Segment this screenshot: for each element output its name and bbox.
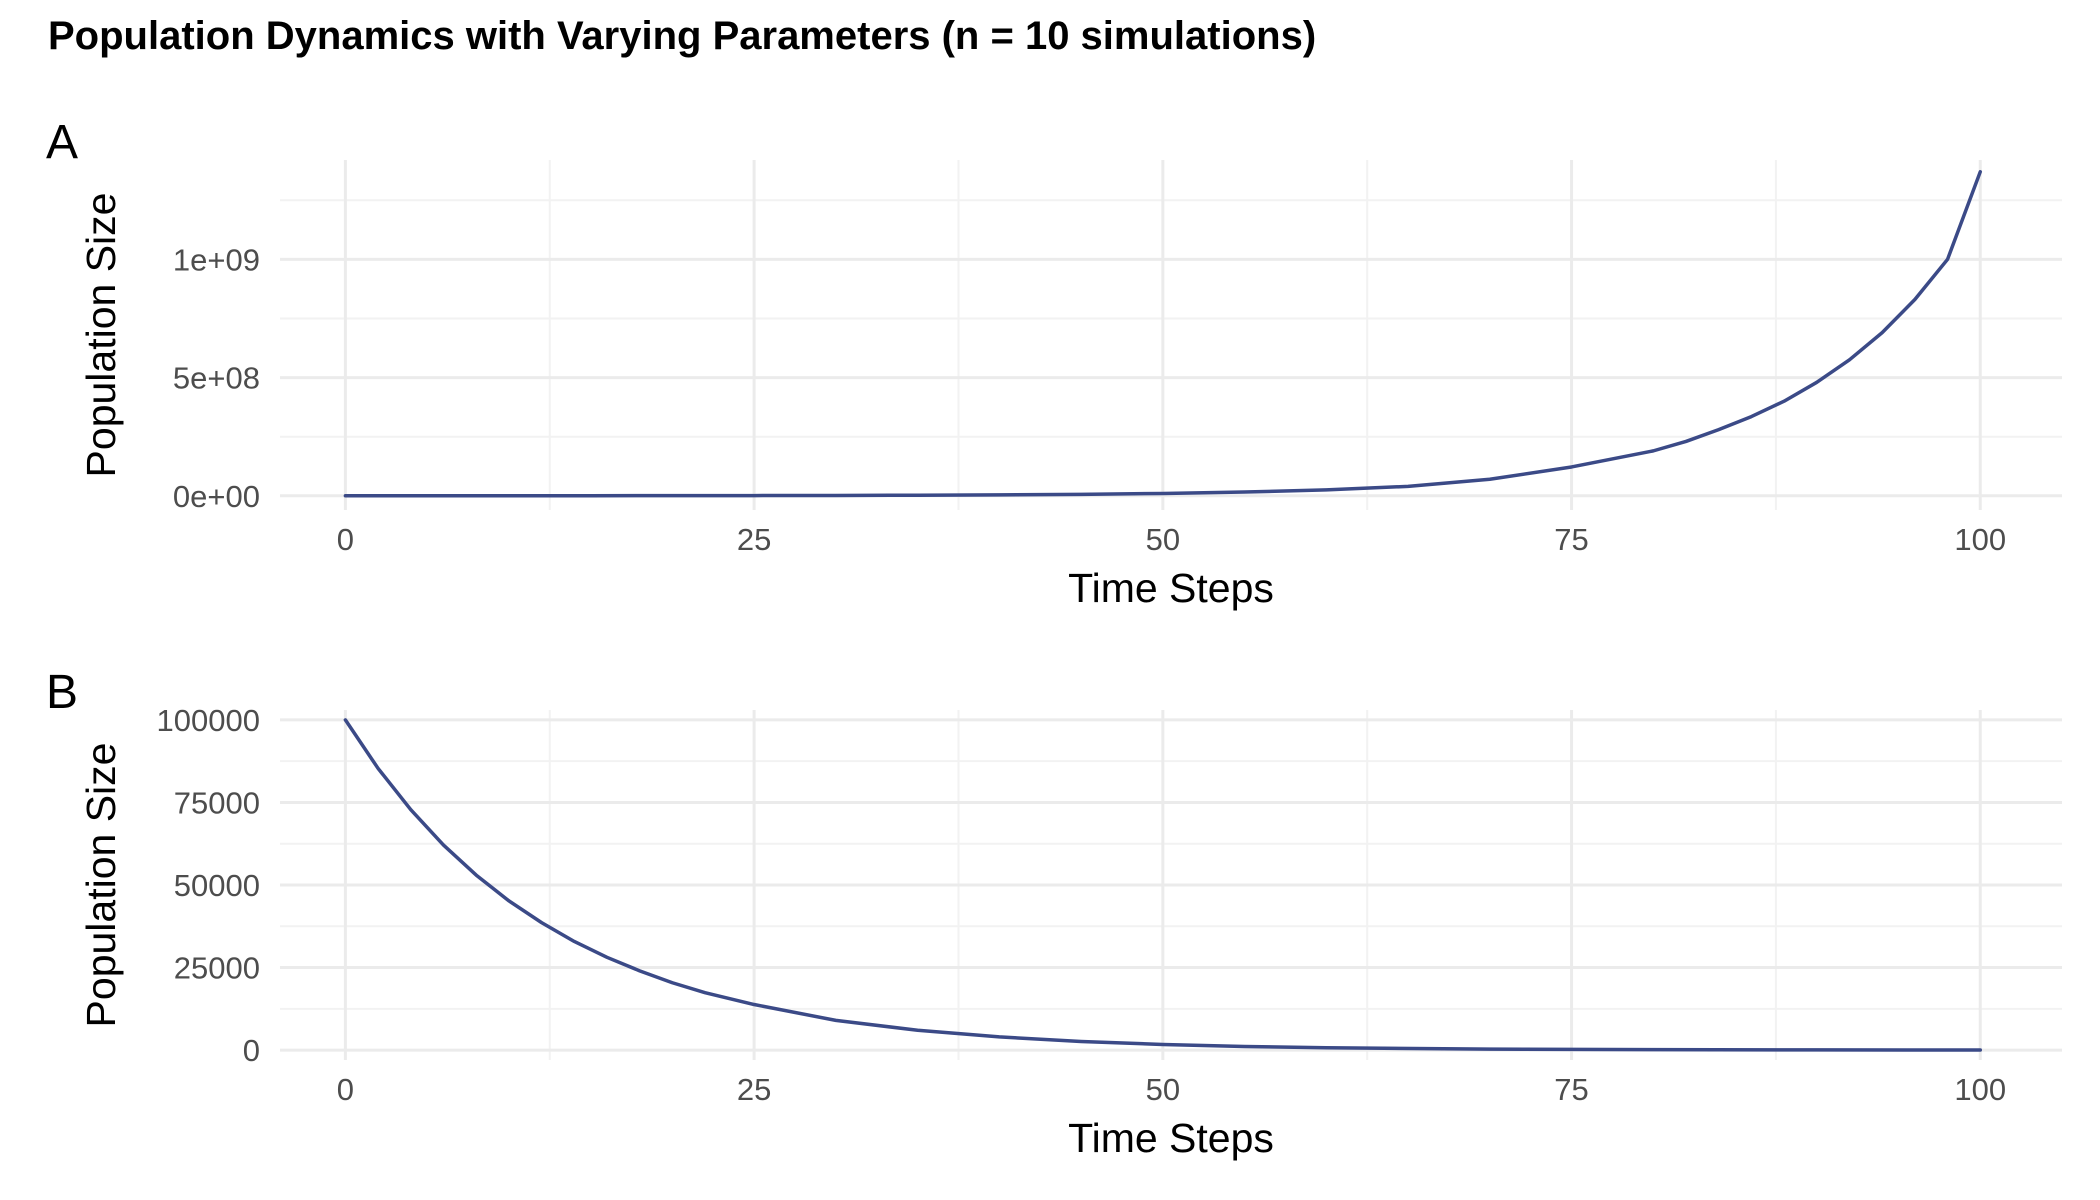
y-tick-label: 1e+09	[173, 242, 260, 277]
panel-b: 0 25 50 75 100 0 25000 50000 75000 100000 Time Ste…	[46, 666, 2062, 1161]
y-tick-label: 75000	[174, 785, 260, 820]
y-axis-title: Population Size	[78, 743, 124, 1028]
x-tick-label: 0	[337, 1072, 354, 1107]
x-tick-label: 75	[1554, 522, 1588, 557]
series-line	[343, 170, 1983, 498]
x-tick-label: 100	[1954, 1072, 2006, 1107]
x-tick-label: 0	[337, 522, 354, 557]
y-tick-label: 25000	[174, 951, 260, 986]
y-tick-label: 100000	[157, 703, 260, 738]
chart-title: Population Dynamics with Varying Paramet…	[48, 14, 1317, 58]
series-line	[343, 718, 1983, 1052]
x-tick-label: 50	[1146, 522, 1180, 557]
x-tick-label: 100	[1954, 522, 2006, 557]
x-tick-label: 25	[737, 1072, 771, 1107]
y-tick-label: 0	[243, 1033, 260, 1068]
x-tick-label: 50	[1146, 1072, 1180, 1107]
x-axis-title: Time Steps	[1068, 565, 1274, 611]
panel-label: A	[46, 116, 78, 169]
y-tick-label: 50000	[174, 868, 260, 903]
x-tick-label: 25	[737, 522, 771, 557]
panel-label: B	[46, 666, 78, 719]
panel-a: 0 25 50 75 100 0e+00 5e+08 1e+09 Time Steps Popul…	[46, 116, 2062, 611]
y-tick-label: 5e+08	[173, 361, 260, 396]
y-axis-title: Population Size	[78, 193, 124, 478]
x-axis-title: Time Steps	[1068, 1115, 1274, 1161]
y-tick-label: 0e+00	[173, 479, 260, 514]
x-tick-label: 75	[1554, 1072, 1588, 1107]
